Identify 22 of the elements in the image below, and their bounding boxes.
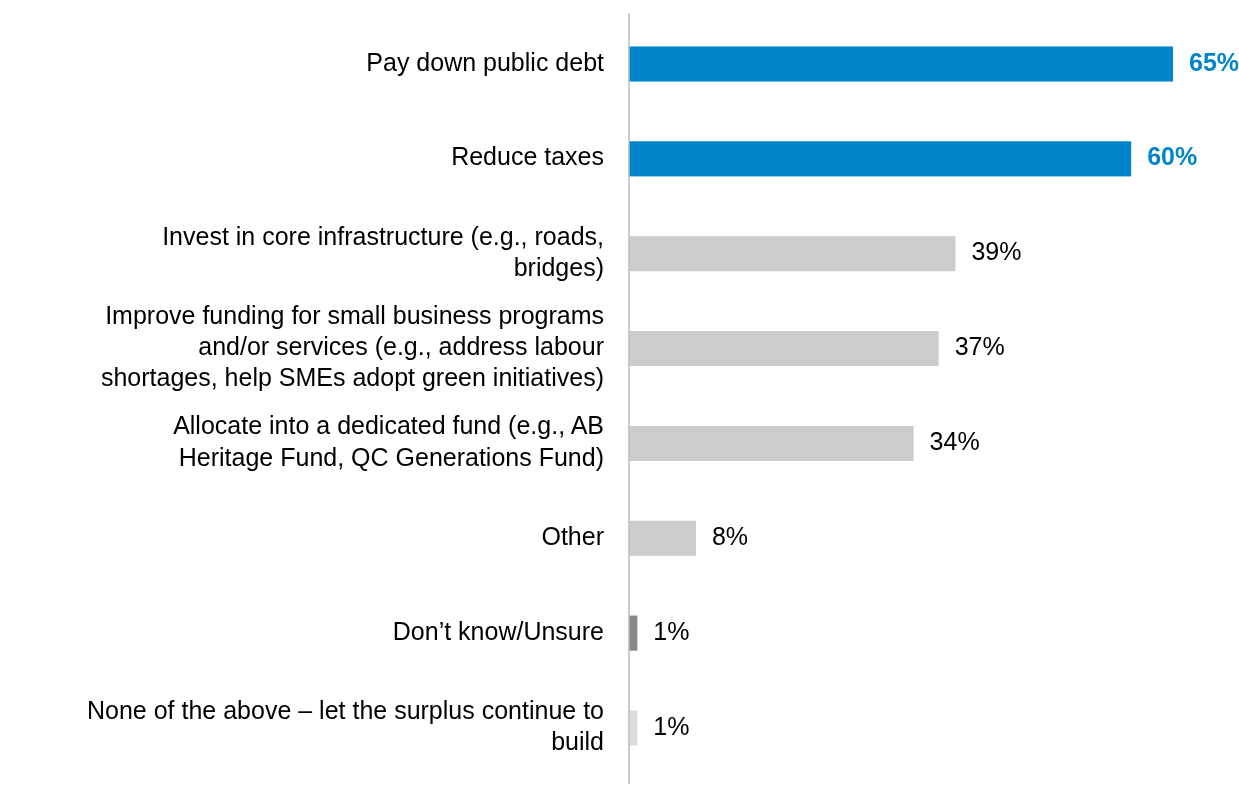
data-label: 65%	[1189, 47, 1239, 76]
data-label: 37%	[954, 332, 1005, 361]
y-tick-label: Don’t know/Unsure	[392, 616, 604, 645]
bar	[629, 425, 914, 461]
y-tick-label: Reduce taxes	[451, 142, 604, 171]
bar	[629, 236, 956, 272]
bar	[629, 331, 939, 367]
bar	[629, 46, 1174, 82]
y-tick-label: Invest in core infrastructure (e.g., roads, bridges)	[162, 221, 604, 281]
bar	[629, 520, 696, 556]
y-tick-label: None of the above – let the surplus continue to build	[86, 695, 604, 756]
y-tick-label: Improve funding for small business programs and/or services (e.g., address labour shortages, help SMEs adopt green initiatives)	[100, 300, 604, 392]
data-label: 39%	[971, 237, 1022, 266]
y-tick-label: Other	[541, 521, 604, 550]
y-tick-label: Pay down public debt	[366, 47, 605, 76]
data-label: 1%	[653, 616, 690, 645]
data-label: 1%	[653, 711, 690, 740]
y-tick-label: Allocate into a dedicated fund (e.g., AB Heritage Fund, QC Generations Fund)	[173, 411, 604, 471]
data-label: 60%	[1147, 142, 1198, 171]
data-label: 34%	[929, 427, 980, 456]
bar	[629, 141, 1132, 177]
data-label: 8%	[711, 521, 749, 550]
